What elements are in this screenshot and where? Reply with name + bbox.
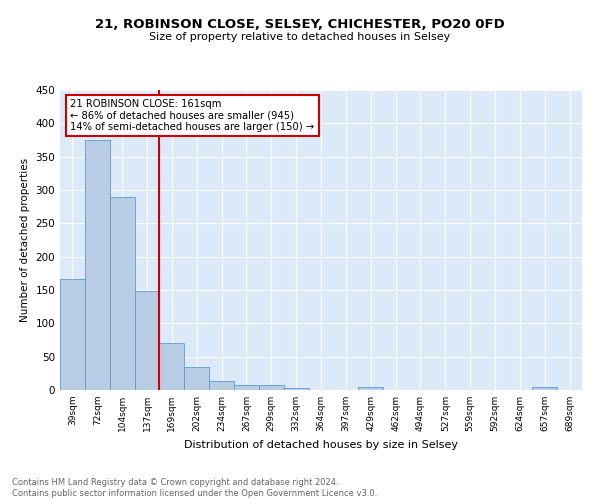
Bar — [532, 388, 557, 390]
Text: 21 ROBINSON CLOSE: 161sqm
← 86% of detached houses are smaller (945)
14% of semi: 21 ROBINSON CLOSE: 161sqm ← 86% of detac… — [70, 99, 314, 132]
Y-axis label: Number of detached properties: Number of detached properties — [20, 158, 30, 322]
X-axis label: Distribution of detached houses by size in Selsey: Distribution of detached houses by size … — [184, 440, 458, 450]
Bar — [134, 292, 160, 390]
Bar — [259, 386, 284, 390]
Bar — [110, 196, 134, 390]
Text: Contains HM Land Registry data © Crown copyright and database right 2024.
Contai: Contains HM Land Registry data © Crown c… — [12, 478, 377, 498]
Bar — [184, 366, 209, 390]
Bar — [60, 278, 85, 390]
Bar — [85, 140, 110, 390]
Bar — [160, 344, 184, 390]
Bar — [358, 388, 383, 390]
Bar — [284, 388, 308, 390]
Text: 21, ROBINSON CLOSE, SELSEY, CHICHESTER, PO20 0FD: 21, ROBINSON CLOSE, SELSEY, CHICHESTER, … — [95, 18, 505, 30]
Text: Size of property relative to detached houses in Selsey: Size of property relative to detached ho… — [149, 32, 451, 42]
Bar — [234, 384, 259, 390]
Bar — [209, 380, 234, 390]
